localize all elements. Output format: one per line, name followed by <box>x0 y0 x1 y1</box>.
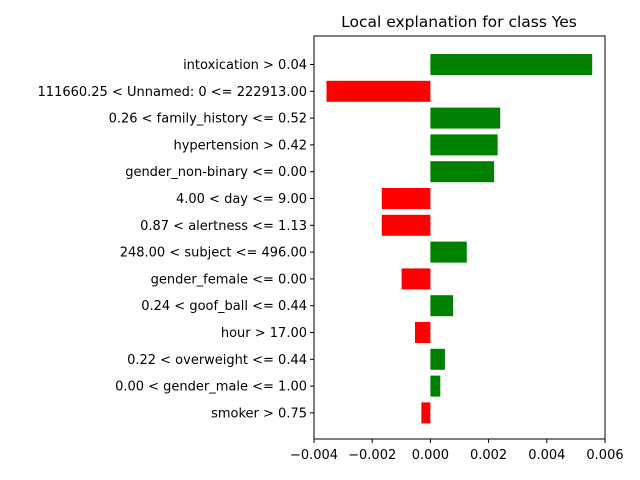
x-tick-label: −0.004 <box>290 448 338 463</box>
category-label: hypertension > 0.42 <box>173 138 307 153</box>
bar-9 <box>430 295 454 317</box>
category-label: gender_female <= 0.00 <box>151 272 307 287</box>
category-label: smoker > 0.75 <box>211 406 307 421</box>
plot-frame <box>313 35 606 440</box>
x-axis-ticks: −0.004 −0.002 0.000 0.002 0.004 0.006 <box>290 439 624 463</box>
x-tick-label: 0.000 <box>412 448 449 463</box>
category-label: 0.22 < overweight <= 0.44 <box>127 353 307 368</box>
bar-0 <box>430 54 593 75</box>
category-label: gender_non-binary <= 0.00 <box>125 165 307 180</box>
bar-5 <box>381 188 431 209</box>
category-label: 248.00 < subject <= 496.00 <box>120 246 307 261</box>
category-label: 0.26 < family_history <= 0.52 <box>109 112 307 127</box>
x-tick-label: −0.002 <box>348 448 396 463</box>
category-label: 0.24 < goof_ball <= 0.44 <box>141 299 307 314</box>
category-label: 111660.25 < Unnamed: 0 <= 222913.00 <box>38 85 307 100</box>
bar-12 <box>430 375 441 397</box>
bar-13 <box>421 402 431 424</box>
x-tick-label: 0.002 <box>470 448 507 463</box>
category-labels: intoxication > 0.04 111660.25 < Unnamed: … <box>38 58 314 421</box>
bar-6 <box>381 214 431 236</box>
category-label: 0.00 < gender_male <= 1.00 <box>115 380 307 395</box>
bar-2 <box>430 107 501 129</box>
category-label: 4.00 < day <= 9.00 <box>176 192 307 207</box>
bar-1 <box>326 80 431 102</box>
bar-4 <box>430 161 495 183</box>
bar-10 <box>414 322 431 343</box>
category-label: hour > 17.00 <box>221 326 307 341</box>
bar-7 <box>430 241 467 263</box>
x-tick-label: 0.004 <box>528 448 565 463</box>
bar-8 <box>401 268 431 290</box>
x-tick-label: 0.006 <box>586 448 623 463</box>
bar-11 <box>430 348 445 370</box>
bars-group <box>326 54 593 424</box>
category-label: 0.87 < alertness <= 1.13 <box>140 219 307 234</box>
bar-3 <box>430 134 498 156</box>
category-label: intoxication > 0.04 <box>183 58 307 73</box>
chart-title: Local explanation for class Yes <box>341 13 577 31</box>
